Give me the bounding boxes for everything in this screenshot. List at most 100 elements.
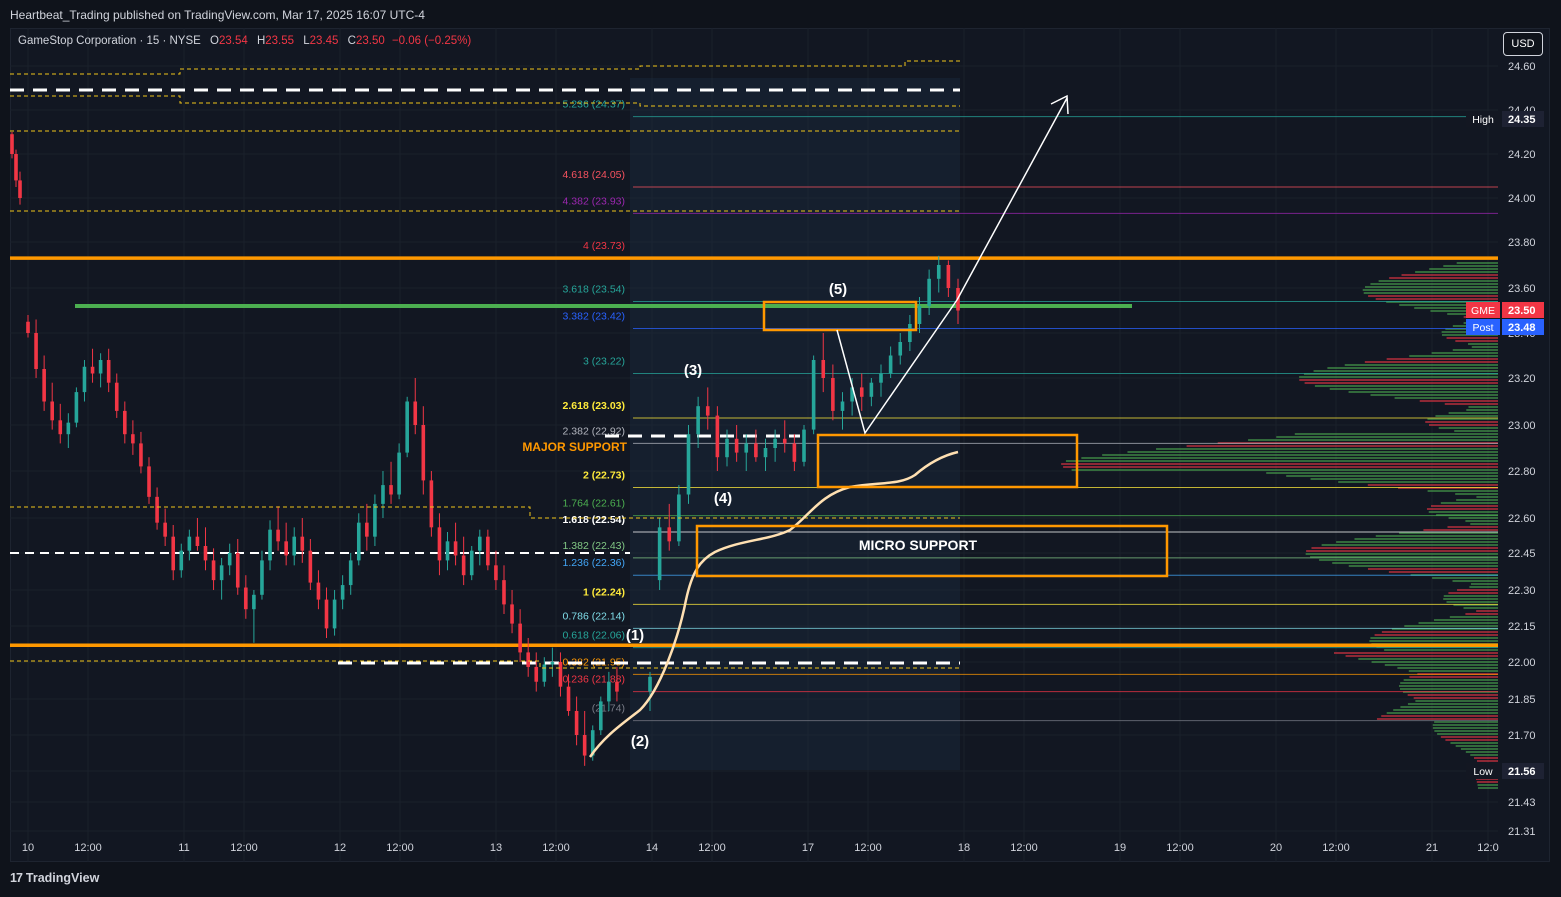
price-tick-label: 21.85: [1508, 694, 1536, 706]
volume-profile-bar: [1384, 664, 1498, 666]
candle-body: [840, 401, 845, 411]
publisher-line: Heartbeat_Trading published on TradingVi…: [10, 8, 425, 22]
volume-profile-bar: [1456, 499, 1498, 501]
volume-profile-bar: [1447, 526, 1498, 528]
micro-support-box: [695, 524, 1169, 578]
candle-body: [582, 735, 587, 756]
volume-profile-bar: [1471, 346, 1498, 348]
candle-body: [284, 541, 288, 556]
volume-profile-bar: [1418, 622, 1498, 624]
fib-level-label: 4.618 (24.05): [563, 169, 625, 181]
volume-profile-bar: [1431, 352, 1498, 354]
volume-profile-bar: [1456, 262, 1498, 264]
volume-profile-bar: [1414, 307, 1498, 309]
volume-profile-bar: [1476, 760, 1498, 762]
badge-value: 24.35: [1508, 114, 1536, 126]
major-support-box: [816, 433, 1079, 489]
time-axis: 10 12:00 11 12:00 12 12:00 13 12:00 14 12:00 17 12:…: [22, 842, 1499, 854]
candle-body: [340, 585, 345, 600]
volume-profile-bar: [1393, 709, 1498, 711]
candle-body: [715, 415, 720, 458]
volume-profile-bar: [1061, 463, 1498, 465]
time-tick-label: 12:00: [854, 842, 882, 854]
candle-body: [10, 134, 14, 154]
volume-profile-bar: [1389, 277, 1498, 279]
candle-body: [908, 324, 912, 342]
volume-profile-bar: [1425, 421, 1498, 423]
projection-path: [836, 299, 958, 435]
time-tick-label: 11: [178, 842, 189, 854]
volume-profile-bar: [1428, 511, 1498, 513]
candle-body: [898, 342, 903, 356]
volume-profile-bar: [1435, 415, 1498, 417]
volume-profile-bar: [1455, 493, 1498, 495]
fib-level-label: 5.236 (24.37): [563, 99, 625, 111]
time-tick-label: 17: [802, 842, 814, 854]
volume-profile-bar: [1407, 694, 1498, 696]
volume-profile-bar: [1344, 364, 1498, 366]
candle-body: [381, 485, 385, 504]
badge-label-bg: [1466, 763, 1500, 779]
volume-profile-bar: [1470, 583, 1498, 585]
candle-body: [123, 410, 127, 435]
top-bar: Heartbeat_Trading published on TradingVi…: [0, 0, 1561, 28]
annotation-label: (5): [829, 281, 847, 298]
volume-profile-bar: [1443, 598, 1498, 600]
volume-profile-bar: [1476, 781, 1498, 783]
badge-label-bg: [1466, 319, 1500, 335]
volume-profile-bar: [1450, 742, 1498, 744]
candle-body: [437, 527, 442, 561]
wave5-box: [762, 300, 918, 332]
candle-body: [106, 360, 111, 383]
volume-profile-bar: [1460, 748, 1498, 750]
fib-level-label: 0.618 (22.06): [563, 630, 625, 642]
step-outline: [10, 506, 960, 519]
candlestick-series: [10, 132, 960, 766]
price-tick-label: 23.60: [1508, 283, 1536, 295]
volume-profile-bar: [1381, 715, 1498, 717]
volume-profile-bar: [1381, 631, 1498, 633]
time-tick-label: 12:00: [230, 842, 258, 854]
volume-profile-bar: [1305, 553, 1498, 555]
volume-profile-bar: [1401, 274, 1498, 276]
candle-body: [558, 662, 563, 687]
high-value: 23.55: [265, 35, 295, 47]
volume-profile-bar: [1370, 637, 1498, 639]
price-tick-label: 23.80: [1508, 237, 1536, 249]
currency-button[interactable]: USD: [1503, 32, 1543, 56]
volume-profile-bar: [1367, 568, 1498, 570]
candle-body: [308, 550, 313, 583]
price-tick-label: 22.60: [1508, 513, 1536, 525]
volume-profile-bar: [1432, 577, 1498, 579]
volume-profile-bar: [1444, 403, 1498, 405]
tradingview-logo-icon: 17: [10, 871, 23, 885]
volume-profile-bar: [1432, 724, 1498, 726]
candle-body: [26, 321, 30, 333]
volume-profile-bar: [1348, 391, 1498, 393]
volume-profile-bar: [1384, 649, 1498, 651]
time-tick-label: 12:00: [386, 842, 414, 854]
volume-profile-bar: [1400, 682, 1498, 684]
volume-profile-bar: [1368, 295, 1498, 297]
volume-profile-bar: [1443, 265, 1498, 267]
candle-body: [494, 565, 498, 581]
candle-body: [469, 550, 474, 576]
candle-body: [227, 553, 232, 566]
fib-level-label: 1 (22.24): [583, 586, 625, 598]
volume-profile-bar: [1455, 745, 1498, 747]
volume-profile-bar: [1466, 409, 1498, 411]
volume-profile-bar: [1397, 667, 1498, 669]
volume-profile-bar: [1436, 514, 1498, 516]
time-tick-label: 21: [1426, 842, 1438, 854]
time-tick-label: 12:00: [698, 842, 726, 854]
candle-body: [445, 541, 450, 561]
fib-level-label: 3.618 (23.54): [563, 284, 625, 296]
candle-body: [187, 536, 192, 551]
badge-label-bg: [1466, 111, 1500, 127]
candle-body: [82, 366, 87, 393]
volume-profile-bar: [1434, 730, 1498, 732]
volume-profile-bar: [1310, 556, 1498, 558]
volume-profile-bar: [1310, 478, 1498, 480]
candle-body: [203, 546, 208, 561]
